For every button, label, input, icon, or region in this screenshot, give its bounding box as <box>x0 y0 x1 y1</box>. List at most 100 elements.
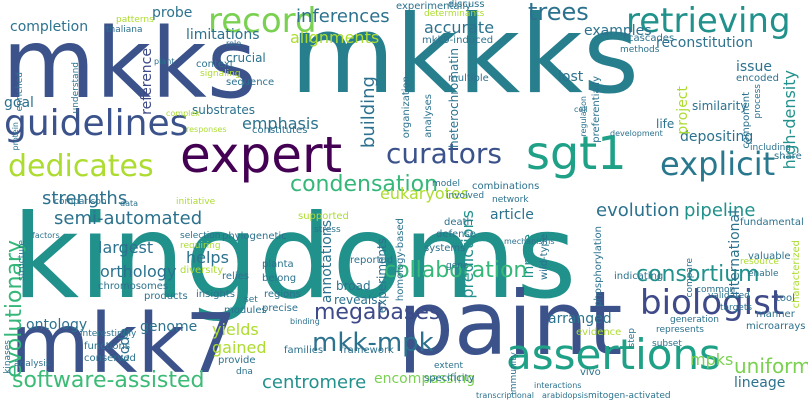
word-determinants: determinants <box>424 9 485 19</box>
word-resource: resource <box>740 257 779 267</box>
word-mkk-mpk: mkk-mpk <box>312 328 434 358</box>
word-evidence: evidence <box>576 327 622 338</box>
word-uniform: uniform <box>734 354 808 378</box>
word-chromosomes: chromosomes <box>98 281 169 292</box>
word-share: share <box>774 151 802 162</box>
word-compare: compare <box>685 258 695 298</box>
word-comparison: comparison <box>54 197 107 207</box>
word-lost: lost <box>558 69 584 85</box>
word-biologist: biologist <box>640 283 785 323</box>
word-completion: completion <box>10 19 89 35</box>
word-structure: structure <box>17 240 27 281</box>
word-heterochromatin: heterochromatin <box>447 48 461 148</box>
word-mkk7: mkk7 <box>10 297 238 392</box>
word-protein: protein <box>11 122 20 151</box>
word-emphasis: emphasis <box>242 114 319 133</box>
word-similarity: similarity <box>692 99 748 113</box>
word-subset: subset <box>652 339 682 349</box>
word-homology-based: homology-based <box>395 218 406 302</box>
word-families: families <box>284 345 324 356</box>
word-death: death <box>444 217 473 228</box>
word-helps: helps <box>186 248 229 267</box>
word-insights: insights <box>196 289 235 300</box>
word-condensation: condensation <box>290 172 439 197</box>
word-project: project <box>675 86 691 135</box>
word-diversity: diversity <box>180 265 224 276</box>
word-tool: tool <box>776 293 795 304</box>
word-crucial: crucial <box>226 51 266 65</box>
word-stress: stress <box>314 225 341 235</box>
word-combinations: combinations <box>472 181 540 192</box>
word-mkks: mkks <box>2 8 257 120</box>
word-substrates: substrates <box>192 103 256 117</box>
word-defense: defense <box>436 229 476 240</box>
word-thaliana: thaliana <box>106 25 143 35</box>
word-preferentially: preferentially <box>591 76 602 143</box>
word-issue: issue <box>736 59 772 75</box>
word-functions: functions <box>84 341 131 352</box>
word-vivo: vivo <box>580 367 601 378</box>
word-transcriptional: transcriptional <box>476 391 535 400</box>
word-signaling: signaling <box>200 69 241 79</box>
word-evolution: evolution <box>596 200 680 221</box>
word-organization: organization <box>401 76 412 139</box>
word-development: development <box>610 129 663 138</box>
word-strengths: strengths <box>42 188 128 209</box>
word-pipeline: pipeline <box>684 200 756 221</box>
word-consortium: consortium <box>636 262 760 287</box>
word-mitogen-activated: mitogen-activated <box>588 391 671 401</box>
word-immunity: immunity <box>509 352 519 395</box>
word-cascades: cascades <box>628 33 675 44</box>
word-dna: dna <box>236 367 253 377</box>
word-lineage: lineage <box>734 375 786 391</box>
word-broad: broad <box>336 279 371 293</box>
word-curators: curators <box>386 137 503 170</box>
word-paint: paint <box>398 272 623 375</box>
word-microarrays: microarrays <box>746 321 806 332</box>
word-centromere: centromere <box>262 372 367 393</box>
word-semi-automated: semi-automated <box>54 208 203 229</box>
word-analysis: analysis <box>14 359 51 369</box>
word-expert: expert <box>180 126 343 184</box>
word-mkk9-induced: mkk9-induced <box>422 35 494 46</box>
word-assertions: assertions <box>506 330 721 379</box>
word-limitations: limitations <box>186 27 260 43</box>
word-factors: factors <box>32 231 60 240</box>
word-goal: goal <box>4 95 34 111</box>
word-selection: selection <box>180 231 221 241</box>
word-interestingly: interestingly <box>80 329 137 339</box>
word-orthology: orthology <box>100 262 177 281</box>
word-depositing: depositing <box>680 129 754 145</box>
word-mkkks: mkkks <box>290 0 640 118</box>
word-reference: reference <box>139 48 155 115</box>
word-eukaryotes: eukaryotes <box>380 184 470 203</box>
word-common: common <box>696 285 736 295</box>
word-ontology: ontology <box>26 317 88 333</box>
word-step: step <box>627 328 637 348</box>
word-software-assisted: software-assisted <box>12 368 205 393</box>
word-encoded: encoded <box>736 73 779 84</box>
word-interactions: interactions <box>534 381 582 390</box>
word-process: process <box>753 84 763 119</box>
word-complex: complex <box>166 109 200 118</box>
word-binding: binding <box>290 317 320 326</box>
word-accurate: accurate <box>424 18 495 37</box>
word-set: set <box>244 295 258 305</box>
word-dedicates: dedicates <box>8 149 154 184</box>
word-kinases: kinases <box>3 340 13 374</box>
word-valuable: valuable <box>748 251 791 262</box>
word-systems: systems <box>424 243 466 254</box>
word-targets: targets <box>720 303 753 313</box>
word-validated: validated <box>708 291 750 301</box>
word-inferences: inferences <box>296 6 390 27</box>
word-precise: precise <box>262 303 299 314</box>
word-sgt1: sgt1 <box>526 126 627 180</box>
word-article: article <box>490 207 534 223</box>
word-data: data <box>120 199 139 208</box>
word-supported: supported <box>298 211 349 222</box>
word-including: including <box>750 143 791 153</box>
word-retrieving: retrieving <box>626 1 791 41</box>
word-understand: understand <box>71 62 81 114</box>
word-reconstitution: reconstitution <box>656 35 754 51</box>
word-probe: probe <box>152 5 193 21</box>
